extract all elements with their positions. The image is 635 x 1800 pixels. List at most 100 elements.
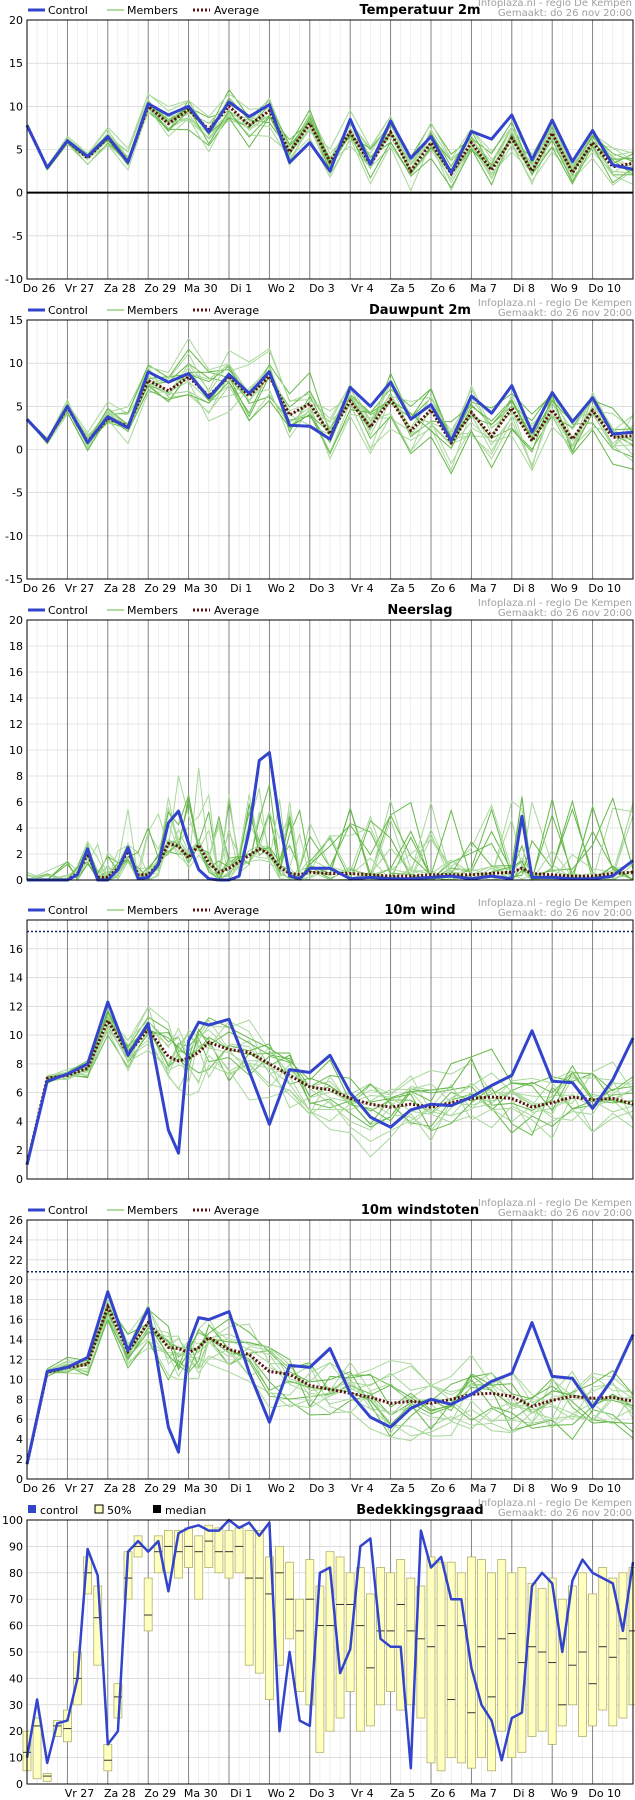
day-label: Zo 6	[431, 282, 456, 295]
panel-2: Control Members Average Dauwpunt 2m Infoplaz…	[5, 298, 634, 595]
day-label: Ma 7	[470, 1787, 497, 1800]
y-tick-label: 100	[2, 1514, 23, 1527]
plot-frame	[26, 919, 634, 1180]
day-label: Zo 29	[144, 282, 176, 295]
member-line	[26, 1303, 634, 1465]
range-bar	[52, 1720, 62, 1737]
y-tick-label: 0	[16, 187, 23, 200]
day-label: Di 1	[230, 282, 252, 295]
legend-control-label: control	[40, 1504, 78, 1517]
day-label: Di 8	[513, 582, 535, 595]
range-bar	[547, 1577, 557, 1745]
day-label: Ma 7	[470, 1482, 497, 1495]
member-line	[26, 1305, 634, 1465]
range-bar	[456, 1572, 466, 1764]
average-line	[25, 1302, 634, 1465]
y-tick-label: -10	[5, 530, 23, 543]
created-text: Gemaakt: do 26 nov 20:00	[498, 908, 632, 919]
member-line	[26, 108, 634, 173]
day-label: Vr 27	[65, 1482, 95, 1495]
y-tick-label: 18	[9, 1294, 23, 1307]
legend-control-swatch	[28, 1505, 36, 1513]
range-bar	[598, 1567, 608, 1711]
legend-average-label: Average	[214, 604, 259, 617]
source-text: Infoplaza.nl - regio De Kempen	[478, 0, 632, 9]
day-label: Ma 30	[184, 282, 218, 295]
range-bar	[254, 1530, 264, 1674]
y-tick-label: 16	[9, 943, 23, 956]
y-tick-label: 15	[9, 57, 23, 70]
y-tick-label: 40	[9, 1672, 23, 1685]
y-tick-label: 0	[16, 1173, 23, 1186]
range-bar	[497, 1559, 507, 1732]
range-bar	[527, 1582, 537, 1737]
y-tick-label: 80	[9, 1567, 23, 1580]
day-label: Di 1	[230, 1787, 252, 1800]
day-label: Do 10	[588, 582, 621, 595]
day-label: Ma 30	[184, 1787, 218, 1800]
panel-5: Control Members Average 10m windstotenInfop…	[9, 1198, 635, 1495]
y-tick-label: 0	[16, 874, 23, 887]
day-label: Ma 30	[184, 1482, 218, 1495]
y-tick-label: 70	[9, 1593, 23, 1606]
plot-frame	[26, 19, 634, 280]
range-bar	[305, 1559, 315, 1706]
y-tick-label: 2	[16, 1453, 23, 1466]
panel-title: Temperatuur 2m	[359, 3, 480, 18]
day-label: Za 28	[104, 282, 136, 295]
legend-control-label: Control	[48, 4, 88, 17]
y-tick-label: 2	[16, 1144, 23, 1157]
day-label: Do 26	[23, 1482, 56, 1495]
member-line	[27, 787, 633, 882]
y-tick-label: 8	[16, 770, 23, 783]
day-label: Di 8	[513, 1482, 535, 1495]
range-bar	[224, 1530, 234, 1579]
legend-average-label: Average	[214, 904, 259, 917]
legend-members-label: Members	[127, 904, 178, 917]
member-line	[26, 1017, 634, 1165]
y-tick-label: 5	[16, 144, 23, 157]
day-label: Wo 9	[551, 282, 578, 295]
y-tick-label: 6	[16, 1087, 23, 1100]
y-tick-label: -5	[12, 487, 23, 500]
range-bar	[588, 1593, 597, 1727]
member-line	[26, 1025, 634, 1165]
day-label: Za 28	[104, 582, 136, 595]
range-bar	[214, 1527, 224, 1574]
legend-members-label: Members	[127, 604, 178, 617]
range-bar	[365, 1593, 375, 1727]
legend-50pct-label: 50%	[107, 1504, 131, 1517]
legend-members-label: Members	[127, 304, 178, 317]
range-bar	[32, 1717, 42, 1780]
range-bar	[406, 1577, 416, 1706]
panel-title: 10m windstoten	[361, 1203, 479, 1218]
range-bar	[557, 1598, 567, 1727]
y-tick-label: 22	[9, 1254, 23, 1267]
y-tick-label: 10	[9, 100, 23, 113]
range-bar	[355, 1567, 365, 1732]
panel-4: Control Members Average 10m wind Infoplaza.n…	[9, 898, 635, 1186]
legend-control-label: Control	[48, 604, 88, 617]
range-bar	[63, 1709, 72, 1743]
created-text: Gemaakt: do 26 nov 20:00	[498, 8, 632, 19]
y-tick-label: 20	[9, 1725, 23, 1738]
average-line	[27, 841, 634, 882]
y-tick-label: -15	[5, 573, 23, 586]
y-tick-label: 20	[9, 614, 23, 627]
legend-median-label: median	[165, 1504, 206, 1517]
range-bar	[578, 1572, 587, 1737]
y-tick-label: -10	[5, 273, 23, 286]
day-label: Do 10	[588, 1787, 621, 1800]
created-text: Gemaakt: do 26 nov 20:00	[498, 608, 632, 619]
range-bar	[285, 1561, 295, 1640]
member-line	[26, 348, 634, 456]
y-tick-label: 0	[16, 444, 23, 457]
member-line	[26, 1028, 633, 1165]
y-tick-label: 5	[16, 400, 23, 413]
day-label: Ma 7	[470, 582, 497, 595]
panel-6: control 50% median BedekkingsgraadInfoplaza…	[2, 1498, 635, 1800]
day-label: Do 3	[309, 282, 335, 295]
member-line	[26, 1316, 634, 1465]
